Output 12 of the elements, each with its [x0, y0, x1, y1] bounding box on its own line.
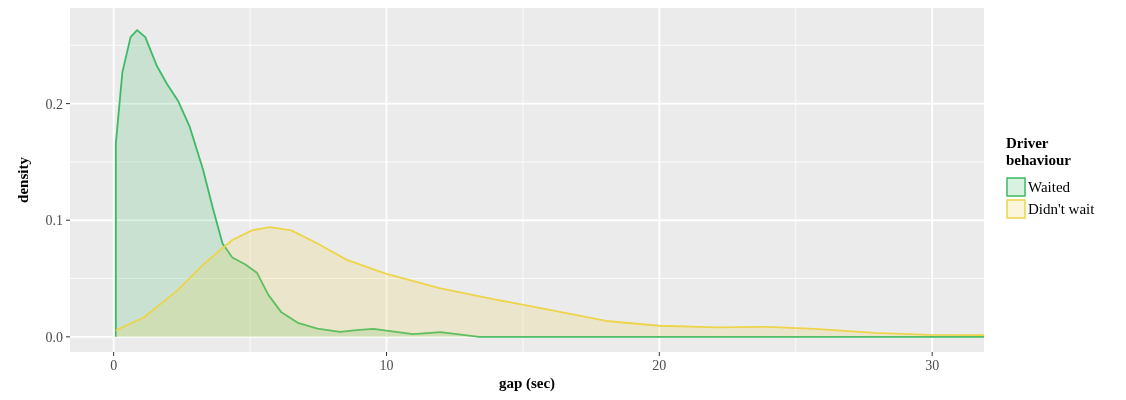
y-tick-label: 0.0	[45, 329, 63, 345]
x-axis-title: gap (sec)	[498, 375, 556, 392]
x-tick-label: 0	[110, 358, 118, 373]
y-tick-label: 0.2	[45, 96, 63, 112]
x-tick-label: 20	[652, 358, 667, 373]
y-axis-title: density	[15, 156, 31, 203]
legend-label: Waited	[1028, 179, 1071, 195]
y-tick-label: 0.1	[45, 213, 63, 229]
x-tick-label: 10	[379, 358, 394, 373]
legend-title: Driver behaviour	[1006, 135, 1072, 168]
x-tick-label: 30	[925, 358, 940, 373]
legend-label: Didn't wait	[1028, 201, 1096, 217]
